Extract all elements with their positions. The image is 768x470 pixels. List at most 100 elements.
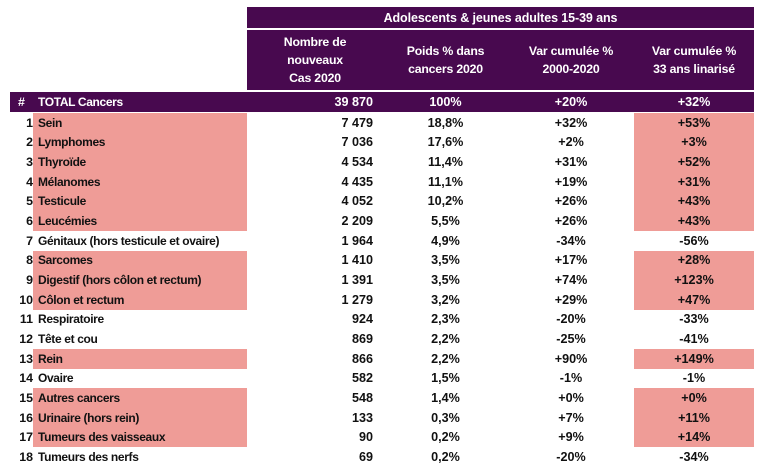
weight-pct-value: 11,1% <box>427 174 463 189</box>
table-row: 7 Génitaux (hors testicule et ovaire) 1 … <box>10 231 754 251</box>
row-number: 10 <box>19 292 33 307</box>
total-row: # TOTAL Cancers 39 870 100% +20% +32% <box>0 92 754 112</box>
weight-pct-value: 3,5% <box>431 273 460 288</box>
new-cases-value: 7 036 <box>341 135 373 150</box>
row-number: 4 <box>26 174 33 189</box>
column-header-var-33-ans: Var cumulée % 33 ans linarisé <box>651 44 737 76</box>
new-cases-value: 582 <box>351 371 373 386</box>
var-2000-2020-value: +9% <box>558 430 584 445</box>
weight-pct-value: 5,5% <box>431 214 460 229</box>
var-2000-2020-value: +17% <box>554 253 588 268</box>
weight-pct-value: 1,5% <box>431 371 460 386</box>
column-header-weight: Poids % dans cancers 2020 <box>406 44 485 76</box>
row-number: 1 <box>26 115 33 130</box>
var-2000-2020-value: +31% <box>554 155 588 170</box>
var-2000-2020-value: +7% <box>558 410 584 425</box>
new-cases-value: 1 279 <box>341 292 373 307</box>
table-row: 14 Ovaire 582 1,5% -1% -1% <box>10 369 754 389</box>
cancer-name: Digestif (hors côlon et rectum) <box>33 270 247 290</box>
weight-pct-value: 3,5% <box>431 253 460 268</box>
var-33-lin-value: +149% <box>634 348 754 369</box>
var-2000-2020-value: +32% <box>554 115 588 130</box>
table-row: 1 Sein 7 479 18,8% +32% +53% <box>10 113 754 133</box>
var-33-lin-value: -41% <box>679 332 709 347</box>
weight-pct-value: 0,2% <box>431 449 460 464</box>
new-cases-value: 133 <box>351 410 373 425</box>
table-header: Adolescents & jeunes adultes 15-39 ans N… <box>247 7 754 90</box>
var-33-lin-value: -56% <box>679 233 709 248</box>
total-var-33-lin: +32% <box>677 95 711 109</box>
table-row: 8 Sarcomes 1 410 3,5% +17% +28% <box>10 250 754 271</box>
cancer-name: Côlon et rectum <box>33 289 247 310</box>
row-number: 8 <box>26 253 33 268</box>
var-33-lin-value: +14% <box>634 427 754 448</box>
cancer-name: Mélanomes <box>33 171 247 192</box>
table-row: 18 Tumeurs des nerfs 69 0,2% -20% -34% <box>10 447 754 467</box>
cancer-name: Sarcomes <box>33 250 247 271</box>
total-weight: 100% <box>429 95 462 109</box>
new-cases-value: 69 <box>358 449 373 464</box>
new-cases-value: 1 391 <box>341 273 373 288</box>
var-33-lin-value: -34% <box>679 449 709 464</box>
row-number: 3 <box>26 155 33 170</box>
row-number: 14 <box>19 371 33 386</box>
weight-pct-value: 2,2% <box>431 351 460 366</box>
new-cases-value: 4 534 <box>341 155 373 170</box>
row-number: 2 <box>26 135 33 150</box>
total-var-2000-2020: +20% <box>554 95 588 109</box>
new-cases-value: 4 435 <box>341 174 373 189</box>
weight-pct-value: 4,9% <box>431 233 460 248</box>
new-cases-value: 7 479 <box>341 115 373 130</box>
var-33-lin-value: +28% <box>634 250 754 271</box>
var-2000-2020-value: +0% <box>558 391 584 406</box>
var-33-lin-value: +0% <box>634 388 754 408</box>
row-number: 16 <box>19 410 33 425</box>
cancer-name: Testicule <box>33 191 247 212</box>
row-number: 9 <box>26 273 33 288</box>
cancer-name: Tumeurs des vaisseaux <box>33 427 247 448</box>
weight-pct-value: 1,4% <box>431 391 460 406</box>
var-2000-2020-value: +74% <box>554 273 588 288</box>
var-33-lin-value: +43% <box>634 191 754 212</box>
column-headers: Nombre de nouveaux Cas 2020 Poids % dans… <box>247 30 754 90</box>
table-row: 12 Tête et cou 869 2,2% -25% -41% <box>10 329 754 349</box>
var-33-lin-value: +31% <box>634 171 754 192</box>
var-33-lin-value: +43% <box>634 211 754 231</box>
var-2000-2020-value: +90% <box>554 351 588 366</box>
var-33-lin-value: -1% <box>682 371 706 386</box>
cancer-name: Tumeurs des nerfs <box>38 449 139 464</box>
table-row: 11 Respiratoire 924 2,3% -20% -33% <box>10 310 754 330</box>
weight-pct-value: 11,4% <box>427 155 463 170</box>
var-2000-2020-value: +29% <box>554 292 588 307</box>
new-cases-value: 1 410 <box>341 253 373 268</box>
var-2000-2020-value: +26% <box>554 194 588 209</box>
var-33-lin-value: +53% <box>634 113 754 133</box>
var-33-lin-value: -33% <box>679 312 709 327</box>
new-cases-value: 4 052 <box>341 194 373 209</box>
var-2000-2020-value: -1% <box>559 371 583 386</box>
cancer-name: Rein <box>33 348 247 369</box>
new-cases-value: 924 <box>351 312 373 327</box>
column-header-var-2000-2020: Var cumulée % 2000-2020 <box>528 44 614 76</box>
cancer-name: Lymphomes <box>33 132 247 153</box>
new-cases-value: 1 964 <box>341 233 373 248</box>
cancer-name: Sein <box>33 113 247 133</box>
cancer-name: Leucémies <box>33 211 247 231</box>
row-number: 11 <box>19 312 33 327</box>
table-body: 1 Sein 7 479 18,8% +32% +53% 2 Lymphomes… <box>0 113 768 467</box>
table-title: Adolescents & jeunes adultes 15-39 ans <box>383 10 618 25</box>
table-row: 17 Tumeurs des vaisseaux 90 0,2% +9% +14… <box>10 427 754 448</box>
weight-pct-value: 18,8% <box>427 115 464 130</box>
table-row: 4 Mélanomes 4 435 11,1% +19% +31% <box>10 171 754 192</box>
table-row: 3 Thyroïde 4 534 11,4% +31% +52% <box>10 152 754 172</box>
column-header-new-cases: Nombre de nouveaux Cas 2020 <box>283 35 347 85</box>
row-number: 18 <box>19 449 33 464</box>
row-number: 15 <box>19 391 33 406</box>
table-row: 2 Lymphomes 7 036 17,6% +2% +3% <box>10 132 754 153</box>
table-row: 5 Testicule 4 052 10,2% +26% +43% <box>10 191 754 212</box>
row-number: 17 <box>19 430 33 445</box>
total-new-cases: 39 870 <box>334 95 373 109</box>
weight-pct-value: 2,3% <box>431 312 460 327</box>
table-row: 10 Côlon et rectum 1 279 3,2% +29% +47% <box>10 289 754 310</box>
